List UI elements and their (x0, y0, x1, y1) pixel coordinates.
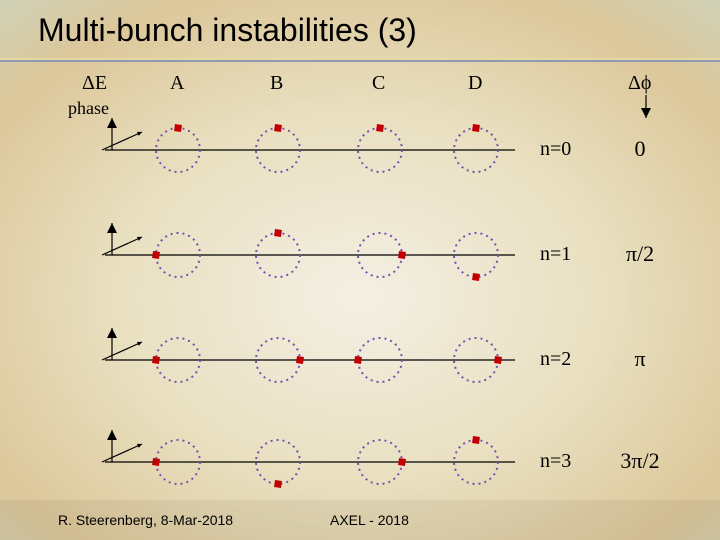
footer-author-date: R. Steerenberg, 8-Mar-2018 (58, 512, 233, 528)
footer-course: AXEL - 2018 (330, 512, 409, 528)
bunch-diagram (0, 0, 720, 540)
